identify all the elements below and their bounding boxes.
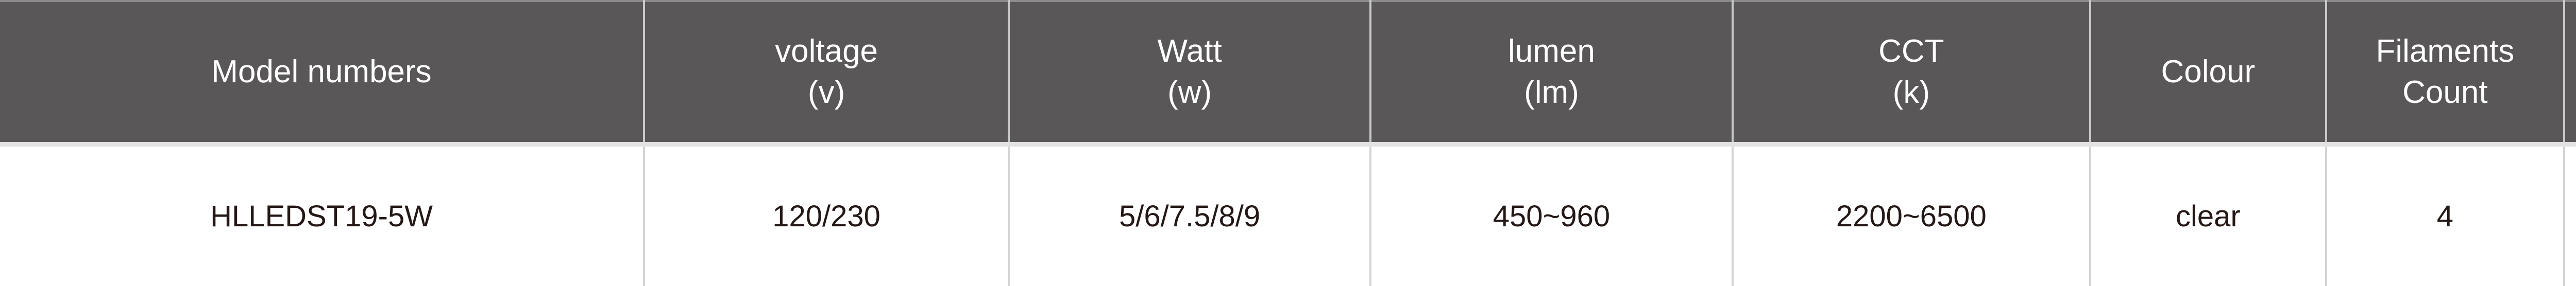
cell-size: φ 141*64 — [2564, 144, 2576, 286]
column-header-watt-line-1: Watt — [1157, 33, 1222, 69]
column-header-size: Size L*W*H (mm) — [2564, 0, 2576, 147]
column-header-size-line-1: Size L*W*H — [2570, 31, 2576, 72]
cell-lumen: 450~960 — [1370, 144, 1734, 286]
header-row: Model numbers voltage (v) Watt (w) lumen… — [0, 0, 2576, 147]
column-header-filaments-line-2: Count — [2402, 74, 2488, 110]
column-header-voltage-line-2: (v) — [807, 74, 845, 110]
table-header: Model numbers voltage (v) Watt (w) lumen… — [0, 0, 2576, 147]
column-header-watt-line-2: (w) — [1167, 74, 1212, 110]
cell-voltage: 120/230 — [644, 144, 1010, 286]
table-row: HLLEDST19-5W 120/230 5/6/7.5/8/9 450~960… — [0, 144, 2576, 286]
cell-watt: 5/6/7.5/8/9 — [1009, 144, 1372, 286]
column-header-model: Model numbers — [0, 0, 646, 147]
column-header-colour: Colour — [2090, 0, 2327, 147]
column-header-lumen-line-2: (lm) — [1524, 74, 1579, 110]
column-header-size-line-2: (mm) — [2570, 72, 2576, 113]
column-header-cct-line-2: (k) — [1892, 74, 1930, 110]
column-header-cct: CCT (k) — [1732, 0, 2091, 147]
cell-model: HLLEDST19-5W — [0, 144, 646, 286]
cell-colour: clear — [2090, 144, 2327, 286]
cell-filaments-count: 4 — [2326, 144, 2565, 286]
column-header-voltage-line-1: voltage — [775, 33, 878, 69]
column-header-watt: Watt (w) — [1009, 0, 1372, 147]
column-header-colour-line-1: Colour — [2161, 54, 2256, 90]
column-header-lumen-line-1: lumen — [1508, 33, 1595, 69]
column-header-model-line-1: Model numbers — [211, 54, 432, 90]
column-header-filaments-line-1: Filaments — [2376, 33, 2515, 69]
column-header-filaments-count: Filaments Count — [2326, 0, 2565, 147]
cell-cct: 2200~6500 — [1732, 144, 2091, 286]
column-header-voltage: voltage (v) — [644, 0, 1010, 147]
column-header-cct-line-1: CCT — [1878, 33, 1944, 69]
column-header-lumen: lumen (lm) — [1370, 0, 1734, 147]
table-body: HLLEDST19-5W 120/230 5/6/7.5/8/9 450~960… — [0, 144, 2576, 286]
